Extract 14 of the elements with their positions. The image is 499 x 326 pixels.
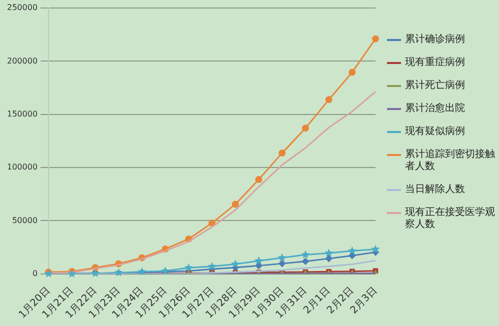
- legend-label: 累计确诊病例: [405, 34, 465, 46]
- legend-label: 现有重症病例: [405, 57, 465, 69]
- y-tick-label: 250000: [6, 3, 38, 12]
- legend-label: 累计治愈出院: [405, 103, 465, 115]
- legend-label: 累计追踪到密切接触者人数: [405, 149, 495, 173]
- y-tick-label: 150000: [6, 109, 38, 118]
- y-tick-label: 0: [32, 268, 38, 278]
- y-tick-label: 200000: [6, 56, 38, 66]
- y-tick-label: 50000: [12, 216, 38, 225]
- legend-label: 现有正在接受医学观察人数: [405, 207, 495, 231]
- legend-label: 现有疑似病例: [405, 126, 465, 138]
- y-tick-label: 100000: [6, 162, 38, 172]
- legend-label: 当日解除人数: [405, 184, 465, 196]
- legend-label: 累计死亡病例: [405, 80, 465, 92]
